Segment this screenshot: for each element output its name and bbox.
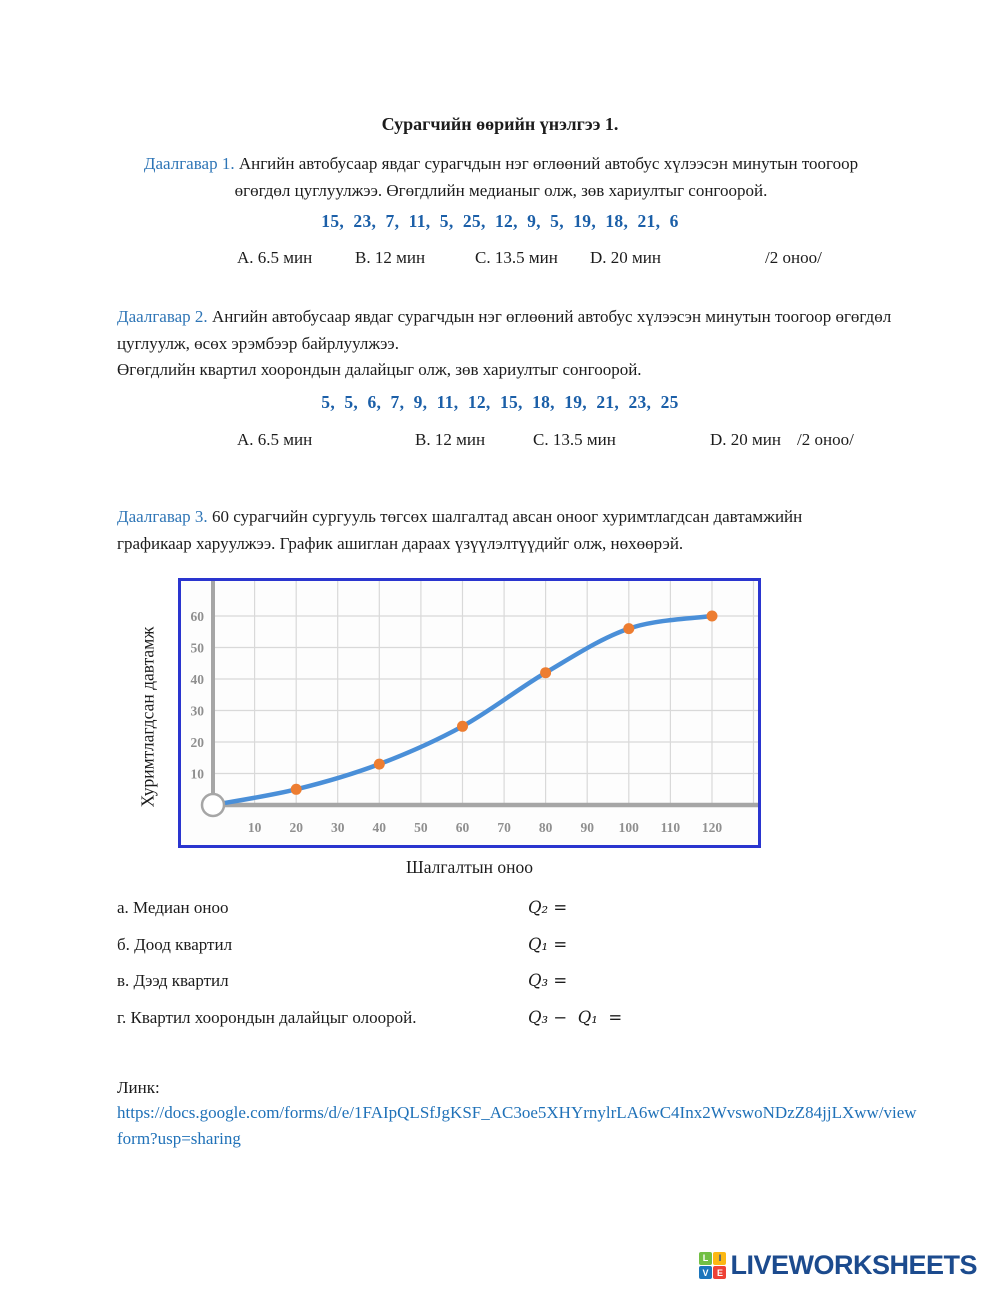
question-row-median: а. Медиан оноо Q₂ =: [117, 898, 897, 926]
task2-body-1: Ангийн автобусаар явдаг сурагчдын нэг өг…: [117, 307, 892, 353]
task1-data-values: 15, 23, 7, 11, 5, 25, 12, 9, 5, 19, 18, …: [321, 211, 679, 231]
svg-text:120: 120: [702, 820, 723, 835]
task1-text: Даалгавар 1. Ангийн автобусаар явдаг сур…: [115, 151, 887, 204]
svg-text:10: 10: [248, 820, 262, 835]
svg-text:50: 50: [414, 820, 428, 835]
svg-text:40: 40: [373, 820, 387, 835]
task1-options: А. 6.5 мин В. 12 мин С. 13.5 мин D. 20 м…: [0, 248, 1000, 274]
svg-text:110: 110: [661, 820, 681, 835]
logo-letter-v: V: [698, 1266, 712, 1280]
svg-text:30: 30: [331, 820, 345, 835]
liveworksheets-logo[interactable]: L I V E LIVEWORKSHEETS: [698, 1250, 977, 1281]
chart-y-axis-label: Хуримтлагдсан давтамж: [137, 626, 158, 808]
task2-data-values: 5, 5, 6, 7, 9, 11, 12, 15, 18, 19, 21, 2…: [321, 392, 679, 412]
task3-text: Даалгавар 3. 60 сурагчийн сургууль төгсө…: [117, 504, 829, 557]
chart-plot-area: 10 20 30 40 50 60 70 80 90 100 110 120 10 20 30 40 50 60: [191, 581, 758, 835]
task2-options: А. 6.5 мин В. 12 мин С. 13.5 мин D. 20 м…: [0, 430, 1000, 456]
task2-option-a[interactable]: А. 6.5 мин: [237, 430, 313, 449]
question-row-iqr: г. Квартил хоорондын далайцыг олоорой. Q…: [117, 1008, 897, 1036]
task1-option-d[interactable]: D. 20 мин: [590, 248, 661, 267]
question-label: г. Квартил хоорондын далайцыг олоорой.: [117, 1008, 417, 1027]
task1-option-b[interactable]: В. 12 мин: [355, 248, 426, 267]
question-label: а. Медиан оноо: [117, 898, 229, 917]
logo-letter-l: L: [698, 1251, 712, 1265]
question-row-lower-quartile: б. Доод квартил Q₁ =: [117, 935, 897, 963]
task1-option-a[interactable]: А. 6.5 мин: [237, 248, 313, 267]
task1-body: Ангийн автобусаар явдаг сурагчдын нэг өг…: [234, 154, 859, 200]
task2-label: Даалгавар 2.: [117, 307, 208, 326]
cumulative-frequency-chart: 10 20 30 40 50 60 70 80 90 100 110 120 10 20 30 40 50 60: [178, 578, 761, 848]
svg-text:70: 70: [497, 820, 511, 835]
question-formula-q3[interactable]: Q₃ =: [528, 971, 568, 990]
svg-text:60: 60: [456, 820, 470, 835]
task2-body-2: Өгөгдлийн квартил хоорондын далайцыг олж…: [117, 360, 642, 379]
svg-text:10: 10: [191, 767, 205, 782]
svg-text:60: 60: [191, 609, 205, 624]
question-formula-iqr[interactable]: Q₃ − Q₁ =: [528, 1008, 623, 1027]
google-forms-link[interactable]: https://docs.google.com/forms/d/e/1FAIpQ…: [117, 1103, 917, 1148]
svg-text:20: 20: [289, 820, 303, 835]
question-formula-q2[interactable]: Q₂ =: [528, 898, 568, 917]
svg-text:100: 100: [619, 820, 640, 835]
task3-body: 60 сурагчийн сургууль төгсөх шалгалтад а…: [117, 507, 803, 553]
question-label: в. Дээд квартил: [117, 971, 229, 990]
svg-text:50: 50: [191, 641, 205, 656]
task2-option-c[interactable]: С. 13.5 мин: [533, 430, 616, 449]
liveworksheets-grid-icon: L I V E: [698, 1251, 727, 1280]
liveworksheets-wordmark: LIVEWORKSHEETS: [730, 1250, 977, 1280]
question-row-upper-quartile: в. Дээд квартил Q₃ =: [117, 971, 897, 999]
task1-score: /2 оноо/: [765, 248, 822, 267]
svg-text:90: 90: [580, 820, 594, 835]
svg-text:30: 30: [191, 704, 205, 719]
svg-text:20: 20: [191, 735, 205, 750]
logo-letter-e: E: [713, 1266, 727, 1280]
link-label: Линк:: [117, 1078, 160, 1097]
logo-letter-i: I: [713, 1251, 727, 1265]
question-label: б. Доод квартил: [117, 935, 233, 954]
svg-text:40: 40: [191, 672, 205, 687]
svg-text:80: 80: [539, 820, 553, 835]
task2-option-b[interactable]: В. 12 мин: [415, 430, 486, 449]
task2-text: Даалгавар 2. Ангийн автобусаар явдаг сур…: [117, 304, 895, 384]
task1-label: Даалгавар 1.: [143, 154, 235, 173]
task3-label: Даалгавар 3.: [117, 507, 208, 526]
task2-score: /2 оноо/: [797, 430, 854, 449]
chart-x-axis-label: Шалгалтын оноо: [406, 857, 533, 877]
task1-option-c[interactable]: С. 13.5 мин: [475, 248, 558, 267]
question-formula-q1[interactable]: Q₁ =: [528, 935, 568, 954]
task2-option-d[interactable]: D. 20 мин: [710, 430, 781, 449]
page-title: Сурагчийн өөрийн үнэлгээ 1.: [381, 114, 619, 134]
